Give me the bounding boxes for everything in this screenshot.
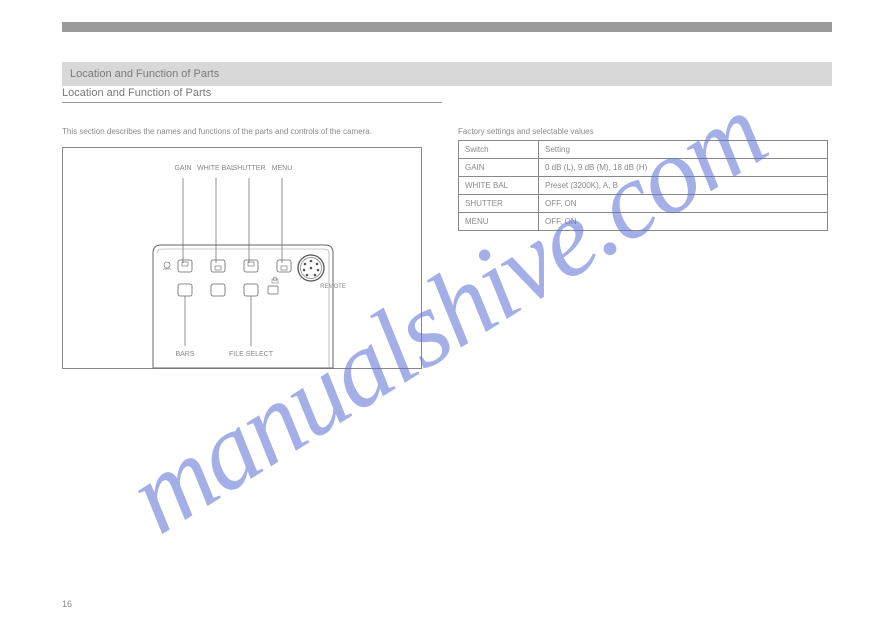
top-divider (62, 22, 832, 32)
subhead: Location and Function of Parts (62, 87, 211, 99)
table-cell: GAIN (459, 159, 539, 177)
table-header: Switch (459, 141, 539, 159)
table-row: SHUTTER OFF, ON (459, 195, 828, 213)
table-cell: MENU (459, 213, 539, 231)
table-cell: Preset (3200K), A, B (539, 177, 828, 195)
section-bar: Location and Function of Parts (62, 62, 832, 86)
svg-text:BARS: BARS (175, 351, 194, 358)
left-column: This section describes the names and fun… (62, 127, 452, 369)
content-columns: This section describes the names and fun… (62, 127, 832, 369)
table-row: MENU OFF, ON (459, 213, 828, 231)
svg-text:GAIN: GAIN (174, 165, 191, 172)
table-cell: SHUTTER (459, 195, 539, 213)
table-cell: OFF, ON (539, 195, 828, 213)
table-row: GAIN 0 dB (L), 9 dB (M), 18 dB (H) (459, 159, 828, 177)
manual-page: Location and Function of Parts Location … (62, 22, 832, 592)
settings-table: Switch Setting GAIN 0 dB (L), 9 dB (M), … (458, 140, 828, 231)
svg-text:MENU: MENU (272, 165, 293, 172)
svg-text:SHUTTER: SHUTTER (232, 165, 265, 172)
subhead-underline: Location and Function of Parts (62, 102, 442, 103)
table-header-row: Switch Setting (459, 141, 828, 159)
table-cell: 0 dB (L), 9 dB (M), 18 dB (H) (539, 159, 828, 177)
svg-text:WHITE BAL: WHITE BAL (197, 165, 235, 172)
section-bar-text: Location and Function of Parts (70, 68, 219, 80)
table-cell: OFF, ON (539, 213, 828, 231)
right-column: Factory settings and selectable values S… (452, 127, 832, 369)
device-svg: GAIN WHITE BAL SHUTTER MENU (63, 148, 423, 370)
svg-text:FILE SELECT: FILE SELECT (229, 351, 274, 358)
table-row: WHITE BAL Preset (3200K), A, B (459, 177, 828, 195)
intro-text: This section describes the names and fun… (62, 127, 452, 137)
table-cell: WHITE BAL (459, 177, 539, 195)
table-caption: Factory settings and selectable values (458, 127, 832, 136)
table-header: Setting (539, 141, 828, 159)
svg-text:REMOTE: REMOTE (320, 284, 346, 290)
page-number: 16 (62, 599, 72, 609)
device-figure: GAIN WHITE BAL SHUTTER MENU (62, 147, 422, 369)
